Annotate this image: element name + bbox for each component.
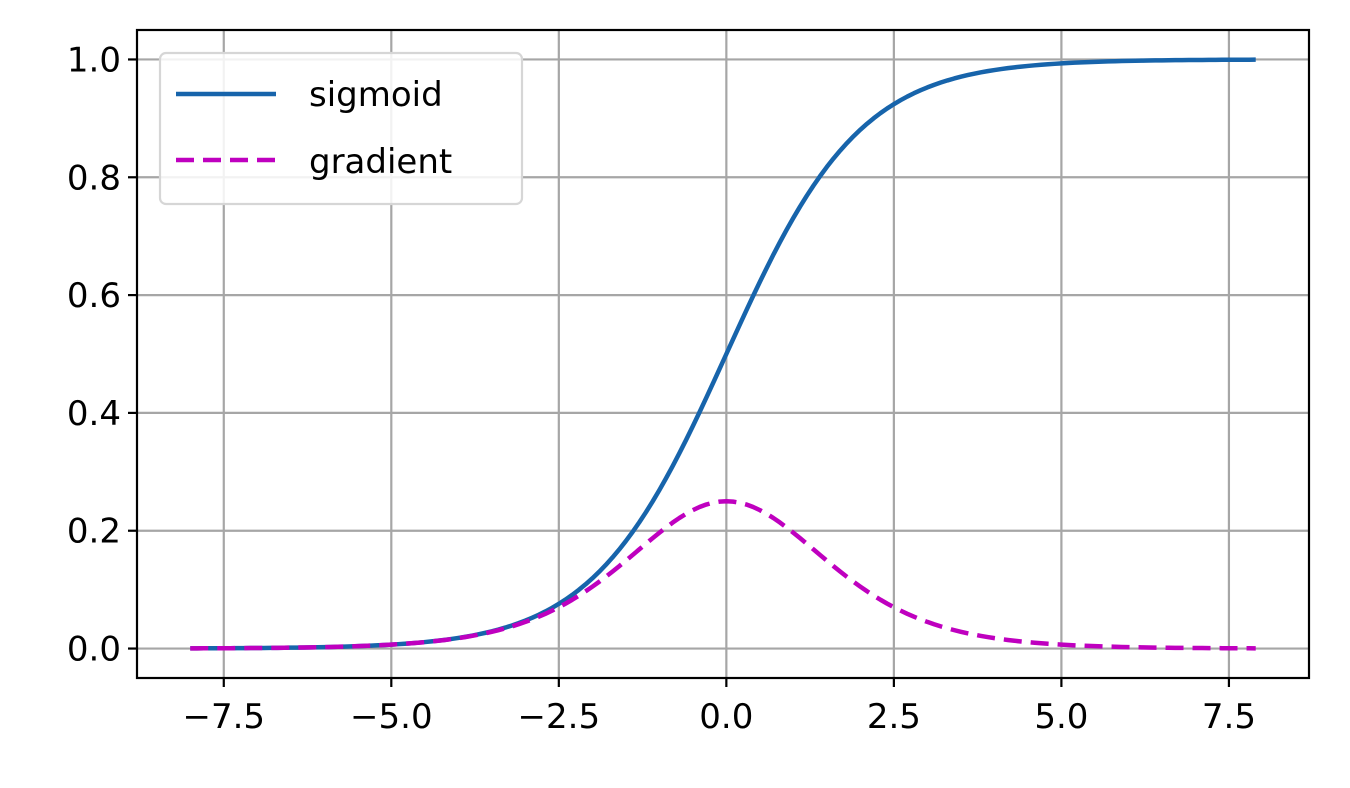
legend-label-sigmoid: sigmoid [309,75,443,115]
x-tick-label: 5.0 [1034,697,1088,737]
x-tick-label: −2.5 [518,697,601,737]
x-tick-label: −7.5 [182,697,265,737]
series-line-gradient [190,499,1256,651]
y-tick-label: 0.2 [67,512,121,552]
y-tick-label: 1.0 [67,40,121,80]
y-tick-label: 0.6 [67,276,121,316]
x-axis: −7.5 −5.0 −2.5 0.0 2.5 5.0 7.5 [182,678,1256,737]
series-group [190,57,1256,651]
y-axis: 0.0 0.2 0.4 0.6 0.8 1.0 [67,40,137,670]
y-tick-label: 0.4 [67,394,121,434]
x-tick-label: 7.5 [1202,697,1256,737]
legend: sigmoid gradient [158,51,524,206]
legend-box [158,51,524,206]
legend-label-gradient: gradient [309,142,452,182]
x-tick-label: 2.5 [867,697,921,737]
x-tick-label: −5.0 [350,697,433,737]
y-tick-label: 0.0 [67,630,121,670]
x-tick-label: 0.0 [699,697,753,737]
y-tick-label: 0.8 [67,158,121,198]
plot-frame [135,28,1311,680]
